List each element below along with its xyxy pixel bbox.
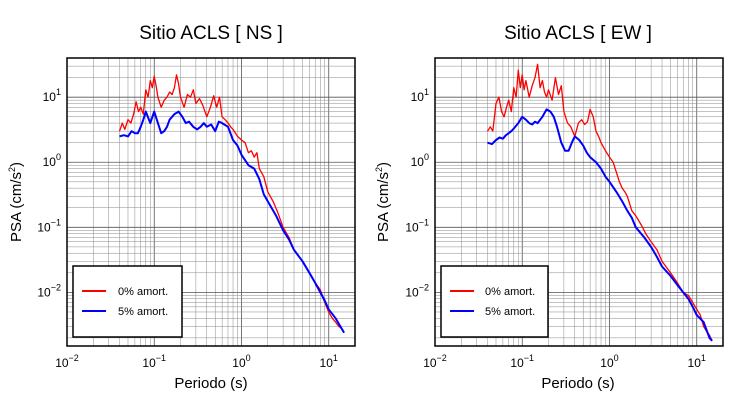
y-tick-label: 100: [411, 152, 429, 169]
series-layer: [486, 63, 713, 342]
x-tick-label: 10−2: [55, 353, 79, 370]
y-tick-label: 101: [411, 87, 429, 104]
legend-box: [72, 265, 183, 338]
x-axis-label: Periodo (s): [541, 375, 614, 392]
x-tick-labels: 10−2 10−1 100 101: [55, 353, 338, 370]
series-layer: [118, 74, 345, 334]
chart-panel-ew: Sitio ACLS [ EW ] 10−2 10−1 100 101 10−210−…: [374, 23, 724, 392]
y-tick-label: 100: [43, 152, 61, 169]
y-axis-label: PSA (cm/s2): [374, 162, 392, 242]
y-tick-label: 10−2: [37, 282, 61, 299]
x-tick-label: 101: [688, 353, 706, 370]
x-axis-label: Periodo (s): [174, 375, 247, 392]
x-tick-label: 10−2: [423, 353, 447, 370]
x-tick-label: 100: [600, 353, 618, 370]
y-tick-labels: 10−2 10−1 100 101: [405, 87, 429, 299]
legend: 0% amort. 5% amort.: [72, 265, 183, 338]
legend-label-0pct: 0% amort.: [118, 286, 168, 298]
y-tick-label: 101: [43, 87, 61, 104]
legend-box: [440, 265, 549, 338]
y-tick-label: 10−1: [37, 217, 61, 234]
plot-frame: [66, 57, 356, 347]
chart-panel-ns: Sitio ACLS [ NS ] 10−2 10−1 100 101 10−210−…: [7, 23, 356, 392]
y-tick-label: 10−1: [405, 217, 429, 234]
series-line-5pct: [119, 110, 345, 334]
x-tick-labels: 10−2 10−1 100 101: [423, 353, 706, 370]
x-tick-label: 10−1: [510, 353, 534, 370]
x-tick-label: 10−1: [142, 353, 166, 370]
y-tick-labels: 10−2 10−1 100 101: [37, 87, 61, 299]
legend-label-0pct: 0% amort.: [485, 286, 535, 298]
legend: 0% amort. 5% amort.: [440, 265, 549, 338]
plot-frame: [434, 57, 724, 347]
chart-title: Sitio ACLS [ NS ]: [139, 23, 283, 44]
chart-title: Sitio ACLS [ EW ]: [504, 23, 652, 44]
y-tick-label: 10−2: [405, 282, 429, 299]
series-line-0pct: [486, 63, 713, 342]
series-line-5pct: [487, 108, 713, 342]
x-tick-label: 100: [232, 353, 250, 370]
legend-label-5pct: 5% amort.: [118, 306, 168, 318]
legend-label-5pct: 5% amort.: [485, 306, 535, 318]
y-axis-label: PSA (cm/s2): [7, 162, 25, 242]
x-tick-label: 101: [320, 353, 338, 370]
